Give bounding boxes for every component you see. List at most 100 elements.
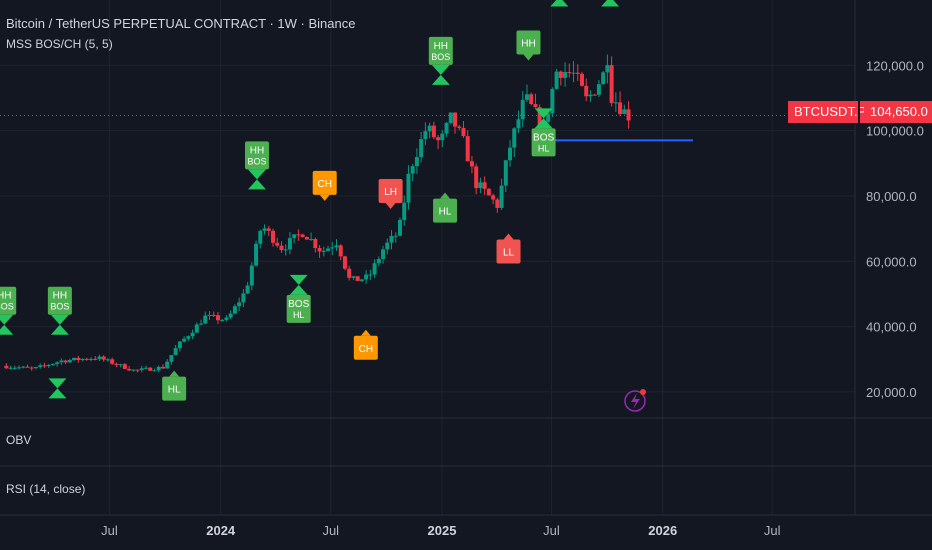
candle-body — [317, 248, 322, 252]
candle-body — [537, 107, 542, 128]
candle-body — [410, 166, 415, 174]
candle-body — [262, 228, 267, 231]
label-text: CH — [359, 344, 373, 355]
candle-body — [122, 364, 127, 369]
x-tick-label: Jul — [764, 523, 781, 538]
candle-body — [550, 88, 555, 114]
lightning-bolt — [631, 393, 640, 409]
candle-body — [372, 263, 377, 275]
candle-body — [397, 220, 402, 236]
candle-body — [495, 199, 500, 208]
axes: 120,000.0 100,000.0 80,000.0 60,000.0 40,000… — [0, 0, 932, 538]
label-box — [0, 286, 17, 315]
label-box — [428, 36, 453, 65]
triangle-down-marker — [247, 169, 266, 180]
candle-body — [474, 166, 479, 189]
label-box — [47, 286, 72, 315]
candle-body — [571, 72, 576, 74]
candle-body — [25, 366, 30, 368]
candle-body — [207, 314, 212, 316]
label-box — [286, 294, 311, 323]
candle-body — [228, 313, 233, 318]
candle-body — [389, 235, 394, 243]
candle-body — [287, 238, 292, 250]
candle-body — [385, 242, 390, 250]
candle-body — [12, 367, 17, 369]
triangle-down-marker — [0, 314, 14, 325]
label-subtext: HL — [293, 310, 305, 320]
pin-pointer — [360, 329, 371, 336]
candle-body — [313, 239, 318, 249]
x-tick-label: Jul — [322, 523, 339, 538]
candle-body — [330, 247, 335, 249]
candle-body — [440, 133, 445, 141]
candle-body — [220, 319, 225, 321]
label-text: HL — [168, 385, 181, 396]
x-tick-label: 2026 — [648, 523, 677, 538]
pin-pointer — [385, 203, 396, 210]
triangle-down-marker — [50, 314, 69, 325]
label-subtext: BOS — [50, 302, 69, 312]
triangle-down-marker — [431, 64, 450, 75]
triangle-up-marker — [48, 388, 67, 399]
candle-body — [321, 250, 326, 252]
overlays — [0, 114, 855, 142]
candle-body — [309, 239, 314, 241]
candle-body — [613, 102, 618, 104]
candle-body — [448, 112, 453, 123]
last-price-tag: 104,650.0 — [864, 101, 932, 123]
candle-body — [190, 332, 195, 337]
candle-body — [469, 161, 474, 167]
candle-body — [334, 245, 339, 248]
candle-body — [453, 112, 458, 127]
candle-body — [17, 367, 22, 369]
candle-body — [491, 195, 496, 200]
candle-body — [605, 65, 610, 73]
indicator-title[interactable]: MSS BOS/CH (5, 5) — [6, 37, 113, 51]
structure-label: HH — [601, 0, 620, 7]
candle-body — [427, 125, 432, 132]
candle-body — [160, 366, 165, 369]
label-subtext: BOS — [247, 156, 266, 166]
candle-body — [300, 234, 305, 238]
candle-body — [524, 94, 529, 100]
label-text: HH — [434, 41, 448, 52]
x-tick-label: 2025 — [428, 523, 457, 538]
x-tick-label: Jul — [543, 523, 560, 538]
y-tick-label: 100,000.0 — [866, 124, 924, 139]
candle-body — [533, 103, 538, 108]
candle-body — [232, 306, 237, 314]
candle-body — [579, 73, 584, 86]
candle-body — [588, 94, 593, 97]
candle-body — [131, 369, 136, 371]
chart-legend: Bitcoin / TetherUS PERPETUAL CONTRACT · … — [6, 14, 355, 54]
structure-label: HL — [162, 370, 187, 401]
candle-body — [84, 358, 89, 360]
candle-body — [29, 367, 34, 369]
rsi-pane-title[interactable]: RSI (14, close) — [6, 482, 86, 496]
candle-body — [156, 366, 161, 371]
structure-label: HH — [516, 30, 541, 61]
candle-body — [135, 369, 140, 371]
candle-body — [465, 136, 470, 162]
candle-body — [46, 365, 51, 367]
candle-body — [169, 355, 174, 362]
candle-body — [431, 125, 436, 138]
y-tick-label: 60,000.0 — [866, 254, 917, 269]
candle-body — [444, 122, 449, 134]
candle-body — [499, 185, 504, 208]
candle-body — [482, 182, 487, 189]
triangle-up-marker — [534, 118, 553, 129]
candle-body — [139, 368, 144, 370]
candle-body — [393, 235, 398, 237]
candle-body — [266, 228, 271, 231]
obv-pane-title[interactable]: OBV — [6, 433, 32, 447]
triangle-up-marker — [431, 74, 450, 85]
pin-pointer — [319, 194, 330, 201]
candle-body — [381, 249, 386, 259]
candle-body — [512, 128, 517, 148]
